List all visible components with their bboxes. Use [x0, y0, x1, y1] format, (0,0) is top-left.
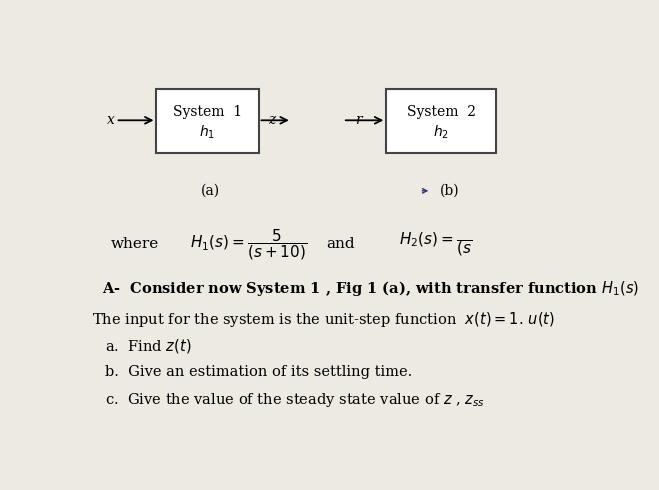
Text: r: r	[355, 113, 362, 127]
Text: (b): (b)	[440, 184, 459, 198]
Text: (a): (a)	[200, 184, 219, 198]
Text: and: and	[326, 238, 355, 251]
Text: System  1: System 1	[173, 105, 242, 119]
Text: $h_2$: $h_2$	[433, 123, 449, 141]
Text: A-  Consider now System 1 , Fig 1 (a), with transfer function $H_1(s)$: A- Consider now System 1 , Fig 1 (a), wi…	[101, 279, 639, 298]
Text: x: x	[107, 113, 115, 127]
FancyBboxPatch shape	[156, 89, 258, 153]
Text: where: where	[111, 238, 159, 251]
Text: a.  Find $z(t)$: a. Find $z(t)$	[105, 337, 192, 355]
Text: System  2: System 2	[407, 105, 476, 119]
Text: $H_1(s) = \dfrac{5}{(s+10)}$: $H_1(s) = \dfrac{5}{(s+10)}$	[190, 227, 307, 262]
FancyBboxPatch shape	[386, 89, 496, 153]
Text: z: z	[268, 113, 275, 127]
Text: c.  Give the value of the steady state value of $z$ , $z_{ss}$: c. Give the value of the steady state va…	[105, 391, 485, 409]
Text: b.  Give an estimation of its settling time.: b. Give an estimation of its settling ti…	[105, 365, 413, 379]
Text: $H_2(s) = \dfrac{\ }{(s}$: $H_2(s) = \dfrac{\ }{(s}$	[399, 230, 473, 258]
Text: $h_1$: $h_1$	[200, 123, 215, 141]
Text: The input for the system is the unit-step function  $x(t) = 1.\,u(t)$: The input for the system is the unit-ste…	[92, 310, 555, 329]
